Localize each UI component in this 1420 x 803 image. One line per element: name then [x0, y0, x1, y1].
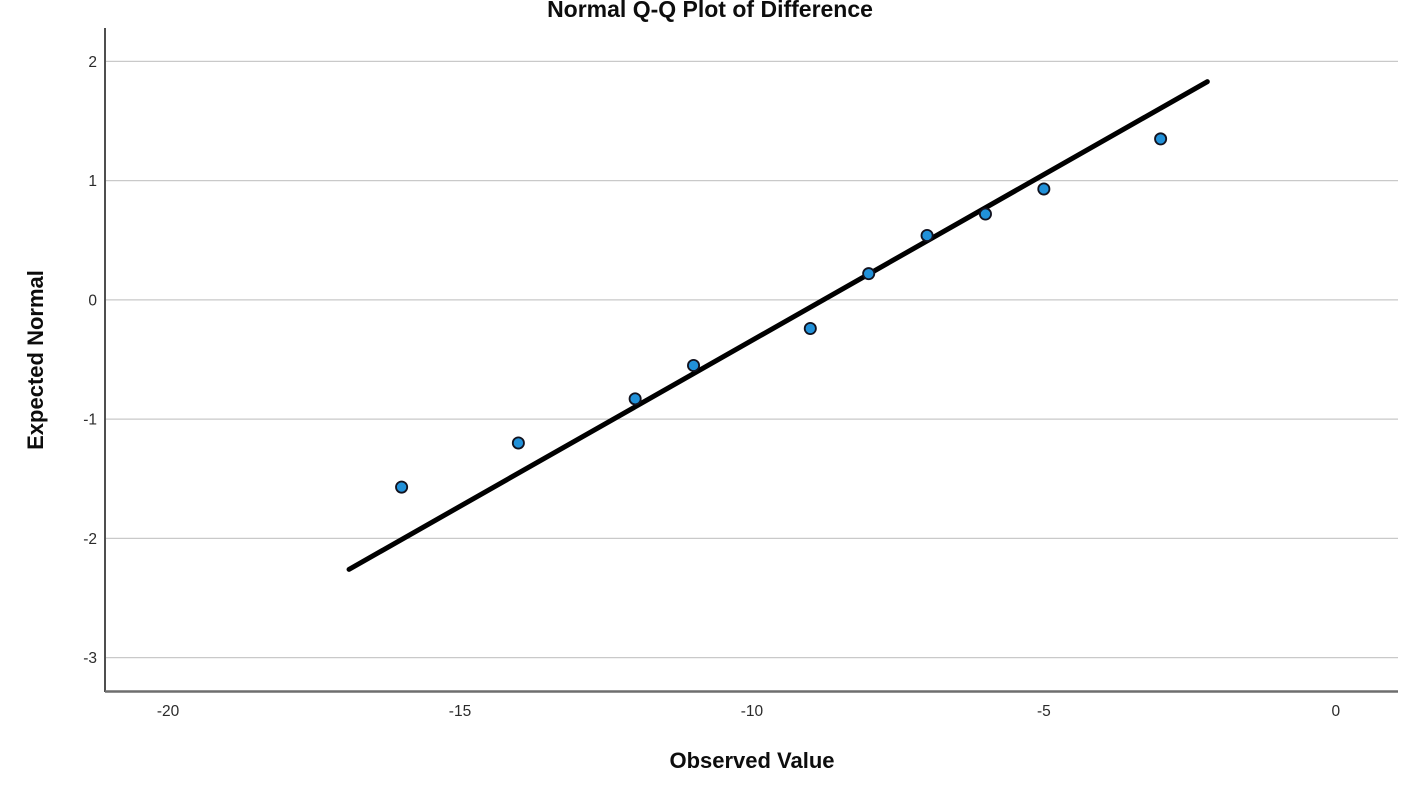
y-tick-label: -2 — [83, 531, 97, 548]
x-tick-label: -5 — [1037, 703, 1051, 720]
x-tick-label: -10 — [741, 703, 764, 720]
y-tick-label: -3 — [83, 650, 97, 667]
x-axis-title: Observed Value — [669, 748, 835, 773]
y-tick-label: 1 — [88, 173, 97, 190]
data-point — [920, 228, 934, 242]
data-point — [1154, 132, 1168, 146]
x-tick-label: 0 — [1331, 703, 1340, 720]
x-tick-label: -15 — [449, 703, 471, 720]
y-tick-label: 2 — [88, 54, 97, 71]
y-axis-title: Expected Normal — [23, 270, 48, 450]
chart-title: Normal Q-Q Plot of Difference — [547, 0, 873, 22]
data-point — [803, 321, 817, 335]
y-tick-label: -1 — [83, 412, 97, 429]
y-tick-label: 0 — [88, 292, 97, 309]
x-tick-label: -20 — [157, 703, 180, 720]
data-point — [862, 267, 876, 281]
fit-line — [346, 79, 1210, 572]
data-point — [395, 480, 409, 494]
data-point — [628, 392, 642, 406]
data-point — [1037, 182, 1051, 196]
data-point — [511, 436, 525, 450]
data-point — [687, 358, 701, 372]
data-point — [978, 207, 992, 221]
